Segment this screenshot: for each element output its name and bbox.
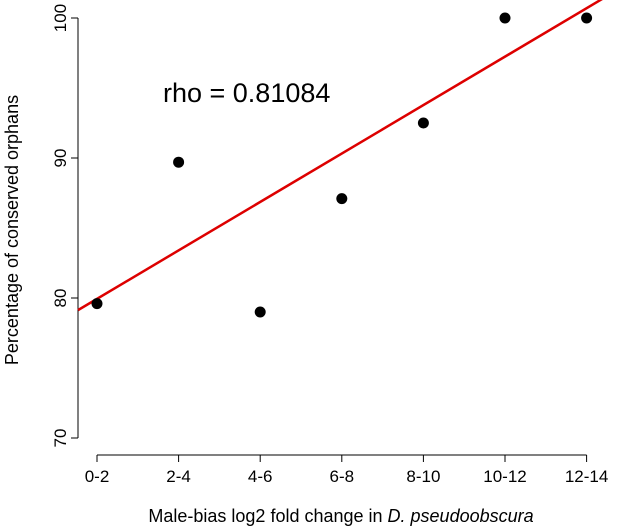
x-axis-title-species: D. pseudoobscura <box>388 506 534 526</box>
x-tick-label: 2-4 <box>166 467 191 486</box>
data-point <box>499 12 511 24</box>
y-tick-label: 100 <box>51 4 70 32</box>
x-axis-title: Male-bias log2 fold change in D. pseudoo… <box>148 506 533 526</box>
x-tick-label: 10-12 <box>483 467 526 486</box>
y-axis-title: Percentage of conserved orphans <box>2 95 22 365</box>
x-tick-label: 8-10 <box>406 467 440 486</box>
y-tick-label: 90 <box>51 149 70 168</box>
x-tick-label: 0-2 <box>85 467 110 486</box>
data-point <box>254 306 266 318</box>
x-tick-label: 6-8 <box>330 467 355 486</box>
rho-annotation: rho = 0.81084 <box>163 78 330 108</box>
x-tick-label: 4-6 <box>248 467 273 486</box>
y-tick-label: 80 <box>51 289 70 308</box>
data-point <box>336 193 348 205</box>
data-point <box>173 156 185 168</box>
x-tick-label: 12-14 <box>565 467 608 486</box>
data-point <box>581 12 593 24</box>
regression-line <box>77 0 603 312</box>
tick-labels: 70 80 90 100 0-2 2-4 4-6 6-8 8-10 10-12 12-14 <box>51 4 608 486</box>
y-tick-label: 70 <box>51 429 70 448</box>
data-points <box>91 12 593 318</box>
data-point <box>417 117 429 129</box>
data-point <box>91 298 103 310</box>
x-axis-title-prefix: Male-bias log2 fold change in <box>148 506 387 526</box>
axes <box>71 17 588 462</box>
